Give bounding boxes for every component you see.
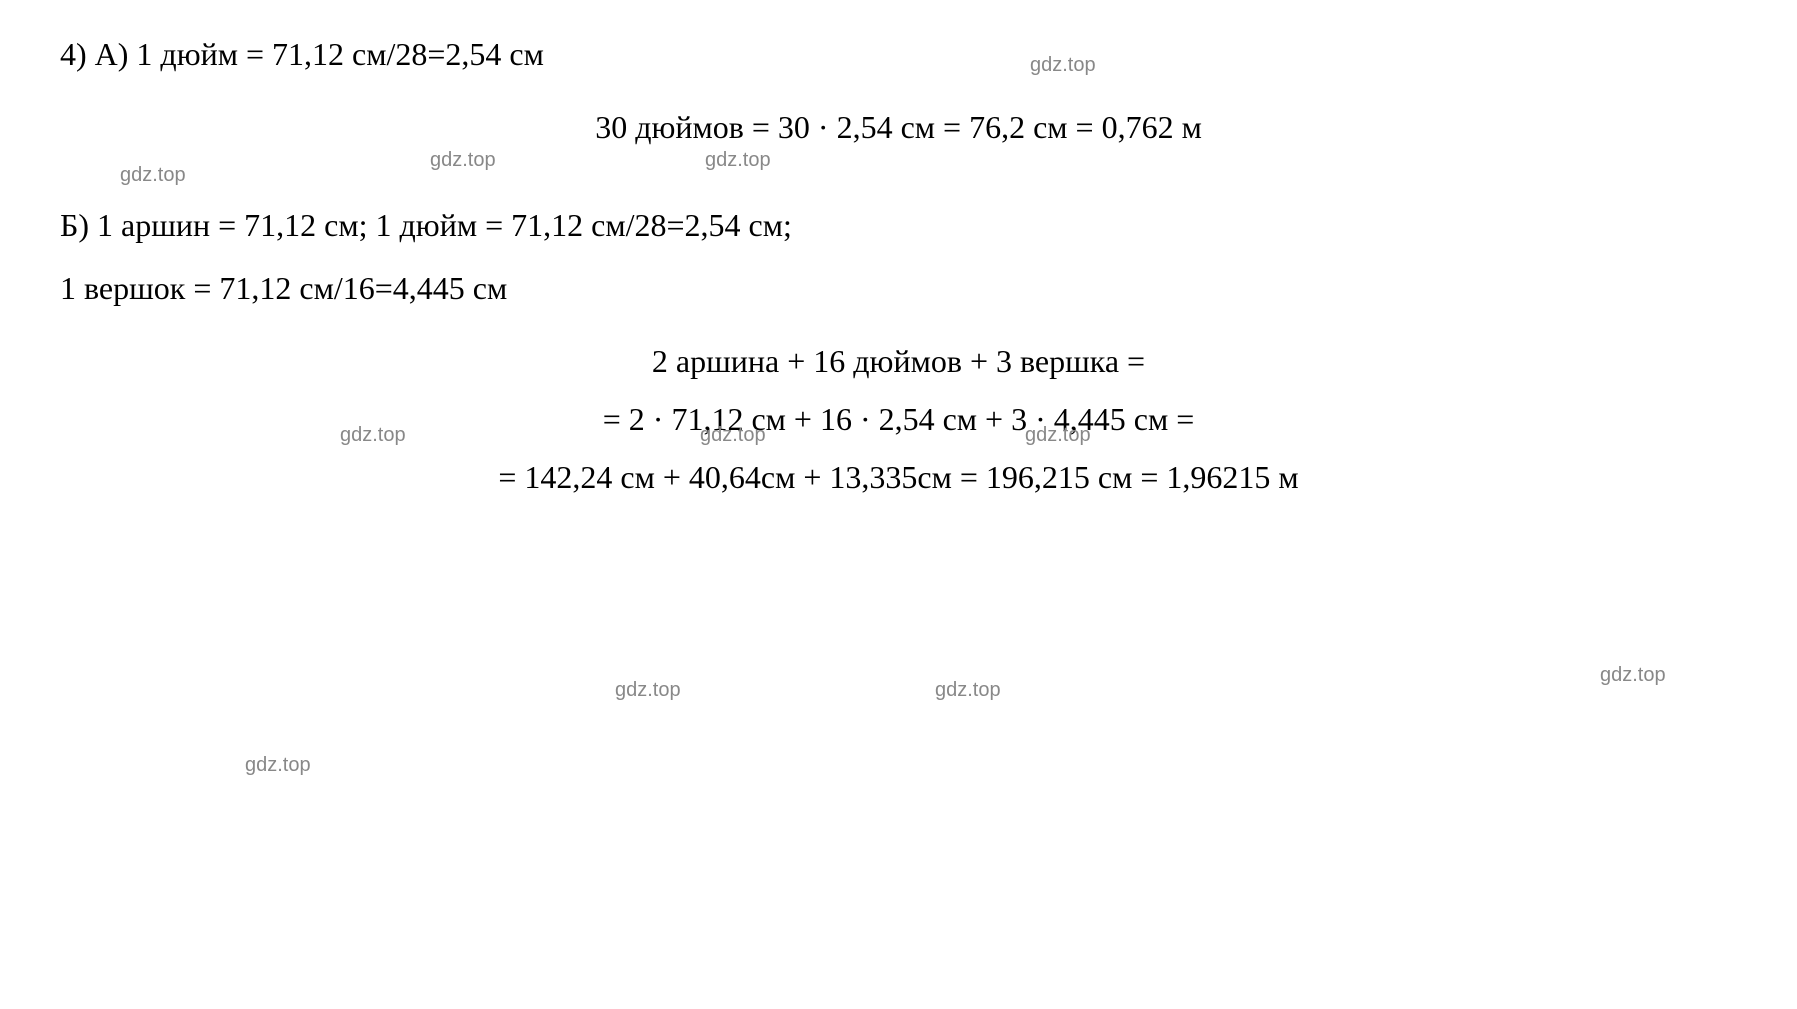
- section-b-line1: Б) 1 аршин = 71,12 см; 1 дюйм = 71,12 см…: [60, 201, 1737, 249]
- formula-b-1: 2 аршина + 16 дюймов + 3 вершка =: [60, 337, 1737, 385]
- section-4a: 4) А) 1 дюйм = 71,12 см/28=2,54 см 30 дю…: [60, 30, 1737, 151]
- watermark-text: gdz.top: [1030, 50, 1096, 80]
- watermark-text: gdz.top: [1600, 660, 1666, 690]
- watermark-text: gdz.top: [935, 675, 1001, 705]
- watermark-text: gdz.top: [245, 750, 311, 780]
- document-container: 4) А) 1 дюйм = 71,12 см/28=2,54 см 30 дю…: [60, 30, 1737, 501]
- section-b-line2: 1 вершок = 71,12 см/16=4,445 см: [60, 264, 1737, 312]
- watermark-text: gdz.top: [1025, 420, 1091, 450]
- watermark-text: gdz.top: [615, 675, 681, 705]
- formula-block-b: 2 аршина + 16 дюймов + 3 вершка = = 2 · …: [60, 337, 1737, 501]
- watermark-text: gdz.top: [430, 145, 496, 175]
- watermark-text: gdz.top: [340, 420, 406, 450]
- formula-4a: 30 дюймов = 30 · 2,54 см = 76,2 см = 0,7…: [60, 103, 1737, 151]
- section-4a-label: 4) А) 1 дюйм = 71,12 см/28=2,54 см: [60, 30, 1737, 78]
- watermark-text: gdz.top: [700, 420, 766, 450]
- formula-block-4a: 30 дюймов = 30 · 2,54 см = 76,2 см = 0,7…: [60, 103, 1737, 151]
- formula-b-2: = 2 · 71,12 см + 16 · 2,54 см + 3 · 4,44…: [60, 395, 1737, 443]
- watermark-text: gdz.top: [120, 160, 186, 190]
- formula-b-3: = 142,24 см + 40,64см + 13,335см = 196,2…: [60, 453, 1737, 501]
- watermark-text: gdz.top: [705, 145, 771, 175]
- section-b: Б) 1 аршин = 71,12 см; 1 дюйм = 71,12 см…: [60, 201, 1737, 501]
